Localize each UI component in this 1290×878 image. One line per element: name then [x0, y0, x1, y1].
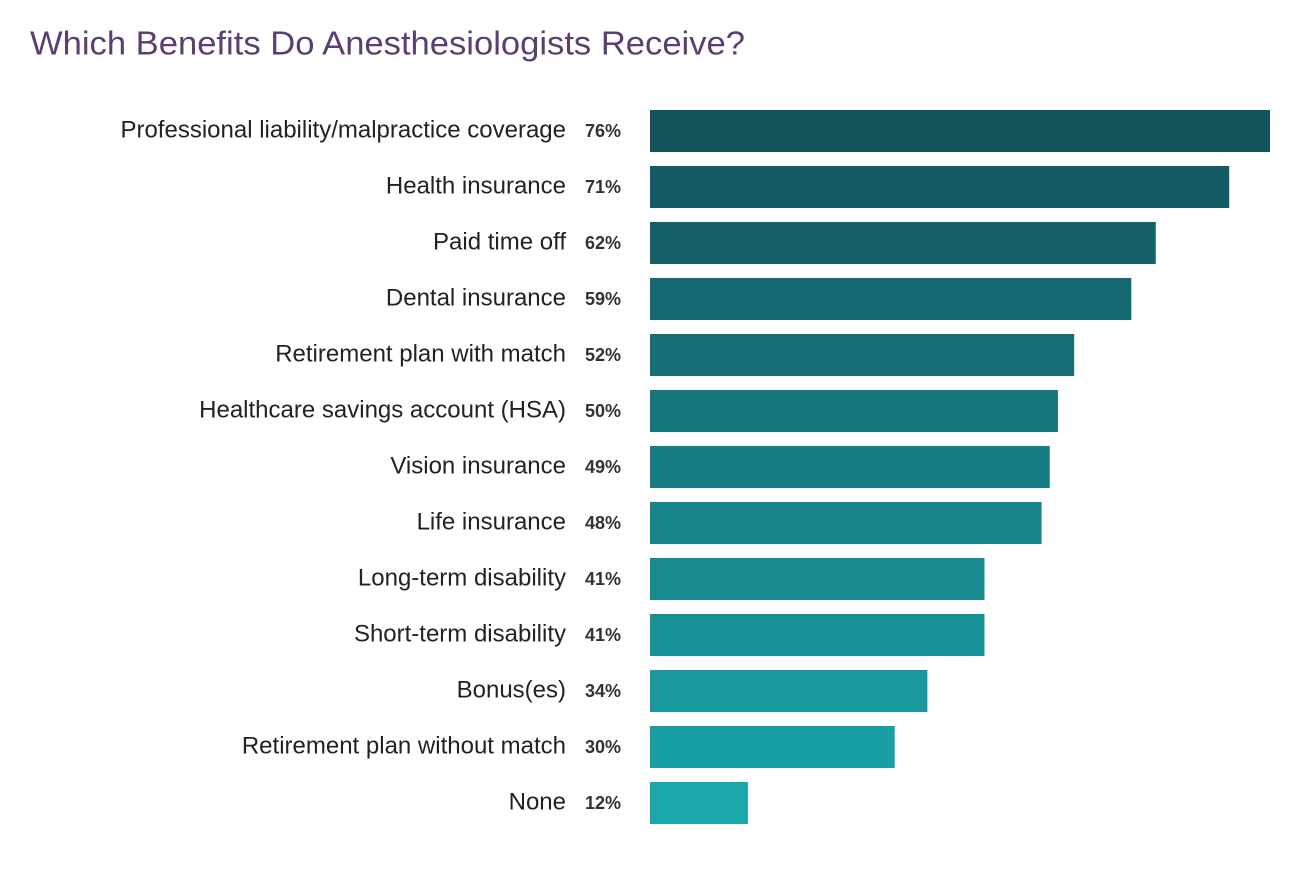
category-label: Health insurance	[386, 172, 566, 199]
bar	[650, 390, 1058, 432]
chart-title: Which Benefits Do Anesthesiologists Rece…	[30, 25, 745, 62]
bar	[650, 278, 1132, 320]
category-label: None	[509, 788, 566, 815]
category-label: Retirement plan without match	[242, 732, 566, 759]
value-label: 62%	[585, 233, 621, 253]
category-label: Life insurance	[417, 508, 566, 535]
value-label: 12%	[585, 793, 621, 813]
value-label: 48%	[585, 513, 621, 533]
value-label: 49%	[585, 457, 621, 477]
value-label: 50%	[585, 401, 621, 421]
value-label: 76%	[585, 121, 621, 141]
bar	[650, 726, 895, 768]
category-label: Long-term disability	[358, 564, 566, 591]
category-label: Dental insurance	[386, 284, 566, 311]
value-label: 34%	[585, 681, 621, 701]
category-label: Short-term disability	[354, 620, 566, 647]
value-label: 52%	[585, 345, 621, 365]
bar	[650, 558, 985, 600]
bar	[650, 782, 748, 824]
bar	[650, 222, 1156, 264]
bar	[650, 334, 1075, 376]
category-label: Paid time off	[433, 228, 566, 255]
bar	[650, 670, 928, 712]
bar	[650, 502, 1042, 544]
value-label: 71%	[585, 177, 621, 197]
bar	[650, 166, 1230, 208]
bar	[650, 614, 985, 656]
category-label: Retirement plan with match	[275, 340, 566, 367]
category-label: Healthcare savings account (HSA)	[199, 396, 566, 423]
bar	[650, 110, 1270, 152]
value-label: 30%	[585, 737, 621, 757]
category-label: Professional liability/malpractice cover…	[120, 116, 566, 143]
bar	[650, 446, 1050, 488]
value-label: 41%	[585, 569, 621, 589]
value-label: 59%	[585, 289, 621, 309]
category-label: Bonus(es)	[457, 676, 566, 703]
value-label: 41%	[585, 625, 621, 645]
category-label: Vision insurance	[390, 452, 566, 479]
